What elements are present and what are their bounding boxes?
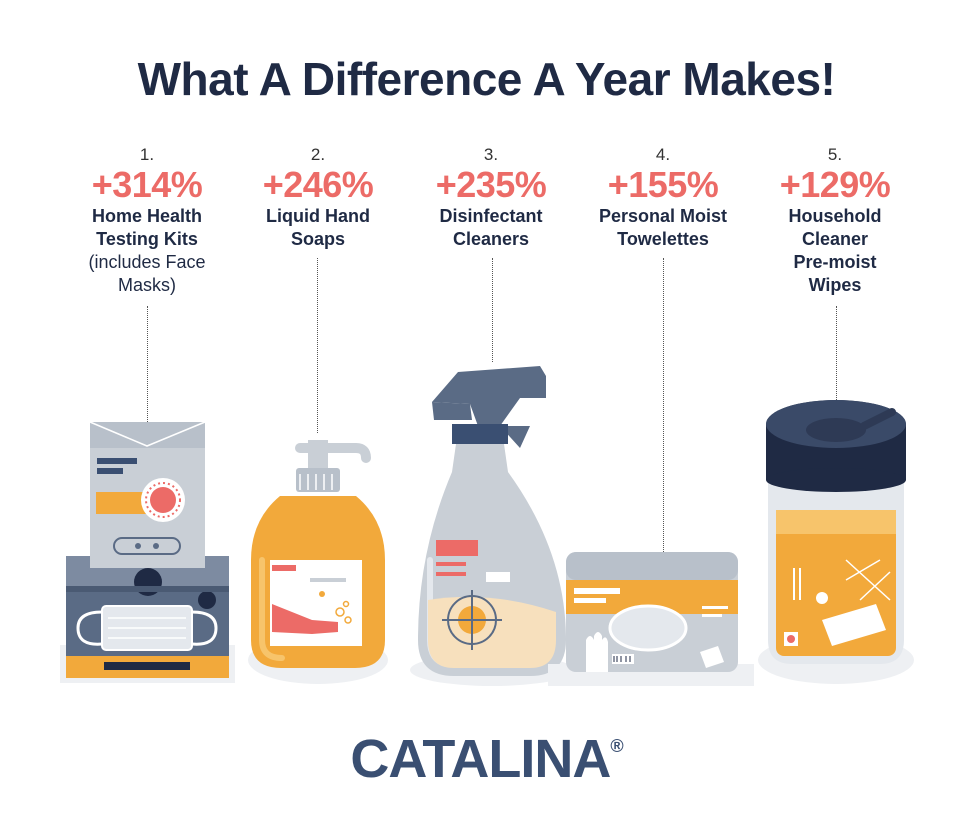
brand-logo: CATALINA® [0,728,973,790]
item-change: +246% [262,164,374,205]
item-sub-line: Masks) [118,275,176,295]
item-2: 2. +246% Liquid Hand Soaps [233,145,403,251]
item-label-line: Cleaner [801,229,869,249]
item-change: +314% [91,164,203,205]
item-5: 5. +129% Household Cleaner Pre-moist Wip… [750,145,920,297]
item-label-line: Liquid Hand [266,206,370,226]
item-change: +235% [435,164,547,205]
item-change: +129% [779,164,891,205]
item-change: +155% [607,164,719,205]
leader-line [836,306,837,400]
item-label-line: Soaps [290,229,346,249]
page-title: What A Difference A Year Makes! [137,53,836,105]
towelette-pack-icon [548,552,754,686]
item-4: 4. +155% Personal Moist Towelettes [578,145,748,251]
item-rank: 4. [655,145,671,164]
test-kit-and-mask-icon [60,421,235,683]
item-label-line: Cleaners [452,229,530,249]
registered-mark: ® [610,736,623,756]
item-3: 3. +235% Disinfectant Cleaners [406,145,576,251]
item-label-line: Disinfectant [439,206,543,226]
item-rank: 2. [310,145,326,164]
leader-line [663,258,664,552]
item-label-line: Wipes [808,275,862,295]
leader-line [147,306,148,422]
wipes-canister-icon [758,400,914,684]
item-rank: 5. [827,145,843,164]
item-rank: 1. [139,145,155,164]
item-label-line: Towelettes [617,229,709,249]
item-sub-line: (includes Face [88,252,206,272]
leader-line [492,258,493,362]
item-label-line: Pre-moist [793,252,877,272]
hand-soap-pump-icon [248,440,388,684]
item-label-line: Household [788,206,882,226]
item-1: 1. +314% Home Health Testing Kits (inclu… [62,145,232,297]
leader-line [317,258,318,433]
item-rank: 3. [483,145,499,164]
spray-bottle-icon [410,366,574,686]
brand-name: CATALINA [350,729,611,789]
item-label-line: Testing Kits [96,229,198,249]
item-label-line: Personal Moist [598,206,728,226]
item-label-line: Home Health [91,206,203,226]
